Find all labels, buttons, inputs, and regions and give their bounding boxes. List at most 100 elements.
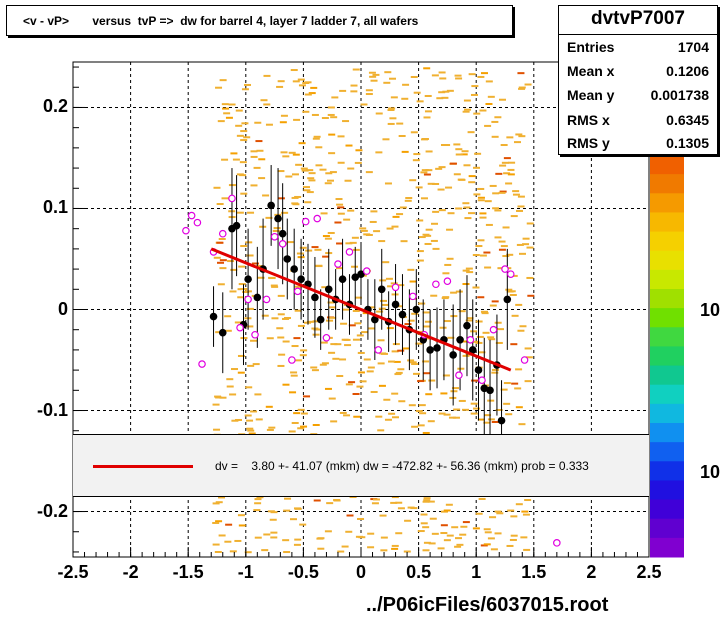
- density-cell: [480, 310, 488, 313]
- density-cell: [512, 193, 520, 196]
- density-cell: [411, 425, 419, 428]
- density-cell: [313, 499, 321, 502]
- density-cell: [377, 429, 385, 432]
- density-cell: [240, 192, 248, 195]
- density-cell: [438, 166, 446, 169]
- density-cell: [494, 236, 502, 239]
- density-cell: [515, 368, 523, 371]
- density-cell: [327, 179, 335, 182]
- density-cell: [512, 190, 520, 193]
- density-cell: [396, 122, 404, 125]
- density-cell: [398, 135, 406, 138]
- density-cell: [442, 90, 450, 93]
- density-cell: [247, 364, 255, 367]
- density-cell: [315, 146, 323, 149]
- density-cell: [300, 349, 308, 352]
- density-cell: [438, 91, 446, 94]
- x-tick-label: -2.5: [57, 562, 89, 582]
- density-cell: [357, 351, 365, 354]
- profile-point: [324, 285, 333, 294]
- density-cell: [375, 415, 383, 418]
- density-cell: [506, 253, 514, 256]
- density-cell: [526, 246, 534, 249]
- density-cell: [509, 538, 517, 541]
- density-cell: [298, 84, 306, 87]
- density-cell: [317, 537, 325, 540]
- density-cell: [226, 378, 234, 381]
- density-cell: [487, 95, 495, 98]
- density-cell: [517, 195, 525, 198]
- palette-cell: [650, 518, 684, 539]
- density-cell: [308, 172, 316, 175]
- density-cell: [255, 418, 263, 421]
- density-cell: [361, 331, 369, 334]
- density-cell: [484, 124, 492, 127]
- density-cell: [427, 182, 435, 185]
- density-cell: [511, 314, 519, 317]
- open-point: [322, 333, 331, 342]
- density-cell: [424, 320, 432, 323]
- open-point: [466, 336, 475, 344]
- stats-value: 0.001738: [650, 87, 709, 103]
- density-cell: [472, 527, 480, 530]
- density-cell: [294, 195, 302, 198]
- density-cell: [422, 360, 430, 363]
- density-cell: [491, 135, 499, 138]
- density-cell: [465, 319, 473, 322]
- density-cell: [320, 341, 328, 344]
- density-cell: [388, 360, 396, 363]
- density-cell: [411, 312, 419, 315]
- density-cell: [474, 152, 482, 155]
- profile-point: [290, 265, 298, 273]
- density-cell: [391, 416, 399, 419]
- density-cell: [330, 420, 338, 423]
- density-cell: [310, 86, 318, 89]
- density-cell: [219, 267, 227, 270]
- density-cell: [238, 283, 246, 286]
- density-cell: [455, 207, 463, 210]
- palette-cell: [650, 193, 684, 213]
- y-tick-label: 0.2: [42, 96, 68, 117]
- density-cell: [387, 122, 395, 125]
- density-cell: [324, 530, 332, 533]
- density-cell: [302, 186, 310, 189]
- density-cell: [254, 393, 262, 396]
- density-cell: [485, 80, 493, 83]
- density-cell: [458, 399, 466, 402]
- open-point: [345, 248, 354, 256]
- stats-label: Entries: [567, 39, 615, 55]
- density-cell: [378, 307, 386, 310]
- density-cell: [341, 545, 349, 548]
- density-cell: [367, 532, 375, 535]
- density-cell: [290, 374, 298, 377]
- density-cell: [244, 83, 252, 86]
- density-cell: [422, 500, 430, 503]
- open-point: [501, 265, 509, 273]
- density-cell: [492, 192, 500, 195]
- density-cell: [470, 93, 478, 96]
- density-cell: [454, 545, 462, 548]
- density-cell: [387, 108, 395, 111]
- profile-point: [468, 346, 477, 354]
- density-cell: [449, 162, 457, 165]
- density-cell: [491, 371, 499, 374]
- density-cell: [348, 381, 356, 384]
- density-cell: [484, 531, 492, 534]
- density-cell: [321, 362, 329, 365]
- density-cell: [352, 68, 360, 71]
- density-cell: [431, 74, 439, 77]
- density-cell: [224, 329, 232, 332]
- density-cell: [347, 167, 355, 170]
- density-cell: [354, 296, 362, 299]
- density-cell: [446, 89, 454, 92]
- density-cell: [253, 509, 261, 512]
- density-cell: [299, 246, 307, 249]
- density-cell: [397, 349, 405, 352]
- density-cell: [280, 114, 288, 117]
- density-cell: [423, 173, 431, 176]
- density-cell: [458, 310, 466, 313]
- density-cell: [215, 86, 223, 89]
- density-cell: [292, 203, 300, 206]
- stats-label: Mean x: [567, 63, 615, 79]
- open-point: [362, 267, 371, 275]
